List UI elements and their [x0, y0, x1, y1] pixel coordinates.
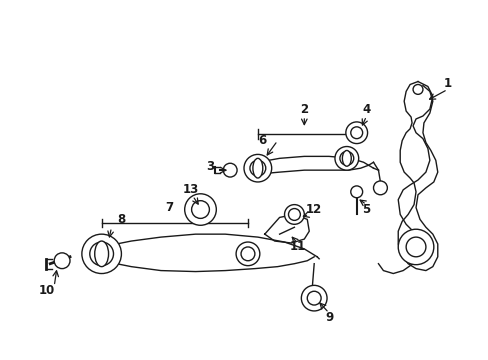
- Circle shape: [236, 242, 259, 266]
- Text: 9: 9: [324, 311, 332, 324]
- Ellipse shape: [95, 241, 108, 267]
- Ellipse shape: [252, 158, 262, 178]
- Text: 4: 4: [362, 103, 370, 116]
- Circle shape: [373, 181, 386, 195]
- Circle shape: [81, 234, 121, 274]
- Text: 10: 10: [39, 284, 55, 297]
- Circle shape: [54, 253, 70, 269]
- Ellipse shape: [342, 150, 350, 166]
- Circle shape: [184, 194, 216, 225]
- Circle shape: [406, 237, 425, 257]
- Circle shape: [249, 160, 265, 176]
- Circle shape: [244, 154, 271, 182]
- Circle shape: [412, 85, 422, 94]
- Circle shape: [306, 291, 321, 305]
- Circle shape: [191, 201, 209, 219]
- Text: 6: 6: [258, 134, 266, 147]
- Text: 5: 5: [362, 203, 370, 216]
- Text: 13: 13: [182, 183, 198, 196]
- Circle shape: [339, 152, 353, 165]
- Text: 2: 2: [300, 103, 308, 116]
- Circle shape: [90, 242, 113, 266]
- Text: 11: 11: [289, 240, 305, 253]
- Text: 12: 12: [305, 203, 322, 216]
- Text: 8: 8: [117, 213, 125, 226]
- Circle shape: [223, 163, 237, 177]
- Text: 7: 7: [164, 201, 173, 214]
- Circle shape: [288, 208, 300, 220]
- Circle shape: [334, 147, 358, 170]
- Text: 1: 1: [443, 77, 451, 90]
- Circle shape: [350, 127, 362, 139]
- Text: 3: 3: [206, 160, 214, 173]
- Circle shape: [350, 186, 362, 198]
- Circle shape: [397, 229, 433, 265]
- Circle shape: [301, 285, 326, 311]
- Circle shape: [284, 204, 304, 224]
- Circle shape: [241, 247, 254, 261]
- Circle shape: [345, 122, 367, 144]
